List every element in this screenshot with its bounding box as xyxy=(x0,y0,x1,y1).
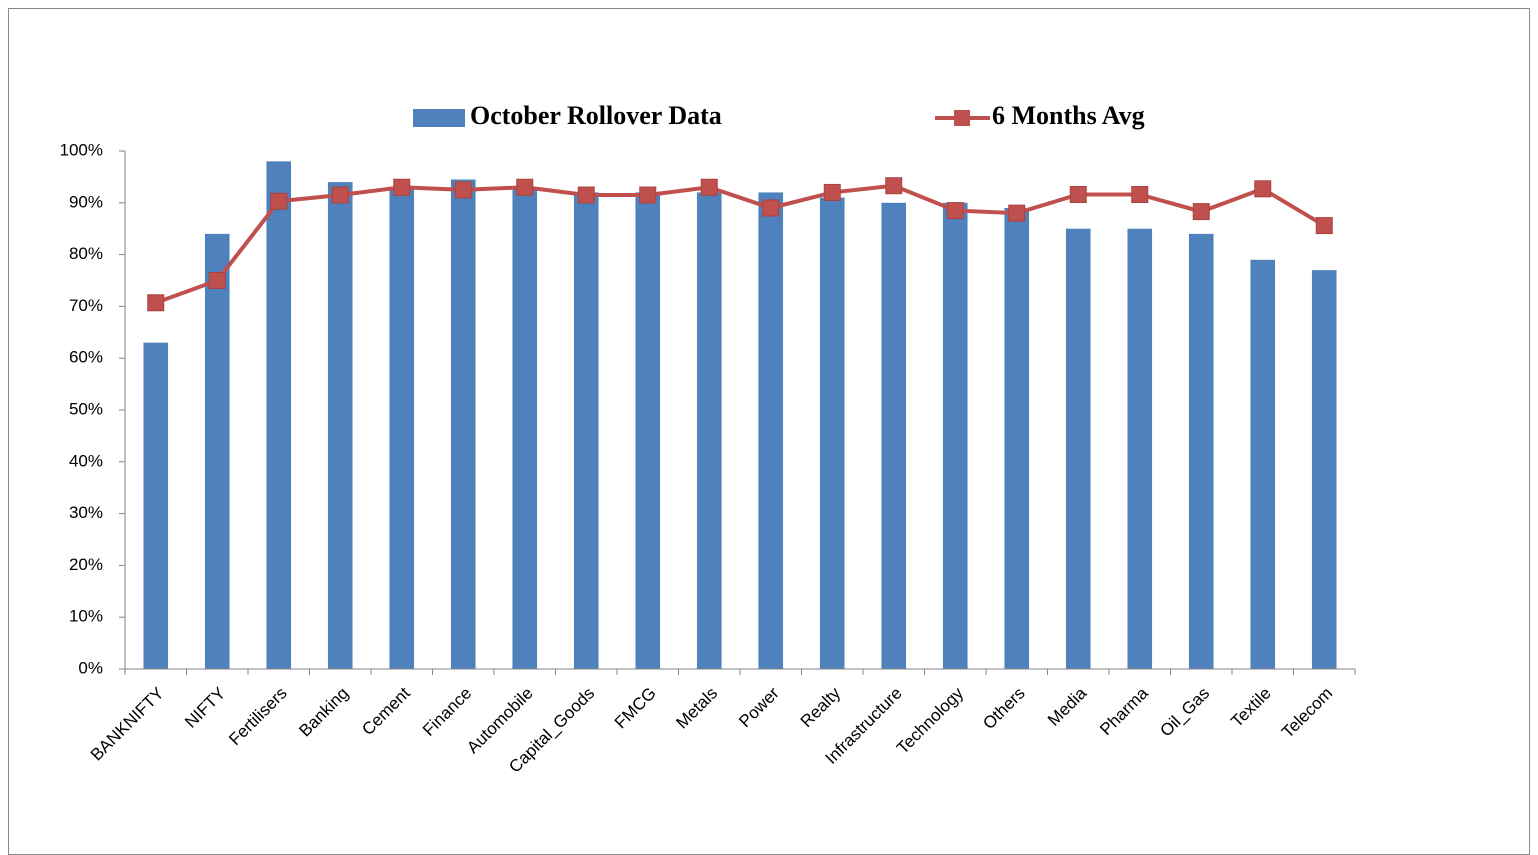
line-marker xyxy=(762,199,780,217)
y-tick-label: 10% xyxy=(69,607,103,626)
bar xyxy=(942,202,968,670)
line-marker xyxy=(823,183,841,201)
line-marker xyxy=(331,186,349,204)
legend-marker xyxy=(954,110,970,126)
line-marker xyxy=(1192,203,1210,221)
y-tick-label: 0% xyxy=(78,658,103,677)
y-tick-label: 90% xyxy=(69,192,103,211)
y-tick-label: 40% xyxy=(69,451,103,470)
bar xyxy=(389,187,415,669)
line-marker xyxy=(1131,186,1149,204)
y-tick-label: 80% xyxy=(69,244,103,263)
line-marker xyxy=(454,181,472,199)
y-tick-label: 50% xyxy=(69,399,103,418)
line-marker xyxy=(1008,204,1026,222)
line-marker xyxy=(639,186,657,204)
legend-label: 6 Months Avg xyxy=(992,101,1145,130)
bar xyxy=(450,179,476,670)
y-tick-label: 70% xyxy=(69,296,103,315)
bar xyxy=(266,161,292,670)
bar xyxy=(1311,270,1337,669)
line-marker xyxy=(885,177,903,195)
bar xyxy=(1127,228,1153,669)
bar xyxy=(1004,207,1030,670)
bar xyxy=(1188,233,1214,669)
bar xyxy=(204,233,230,669)
bar xyxy=(1065,228,1091,669)
legend-swatch xyxy=(413,109,465,127)
bar xyxy=(512,187,538,669)
line-marker xyxy=(1315,217,1333,235)
line-marker xyxy=(393,178,411,196)
line-marker xyxy=(1069,186,1087,204)
line xyxy=(155,183,1326,305)
bar xyxy=(327,182,353,669)
bar xyxy=(635,192,661,669)
bar xyxy=(881,202,907,670)
bar xyxy=(819,197,845,669)
line-marker xyxy=(1254,180,1272,198)
line-marker xyxy=(516,178,534,196)
line-marker xyxy=(700,178,718,196)
bar xyxy=(696,192,722,669)
bar xyxy=(573,192,599,669)
line-marker xyxy=(147,294,165,312)
line-marker xyxy=(946,202,964,220)
legend-label: October Rollover Data xyxy=(470,101,722,130)
bar xyxy=(758,192,784,669)
line-marker xyxy=(270,192,288,210)
y-tick-label: 20% xyxy=(69,555,103,574)
bar xyxy=(1250,259,1276,669)
y-tick-label: 60% xyxy=(69,348,103,367)
line-marker xyxy=(577,186,595,204)
y-tick-label: 30% xyxy=(69,503,103,522)
y-tick-label: 100% xyxy=(60,140,103,159)
line-marker xyxy=(208,272,226,289)
bar xyxy=(143,342,169,669)
